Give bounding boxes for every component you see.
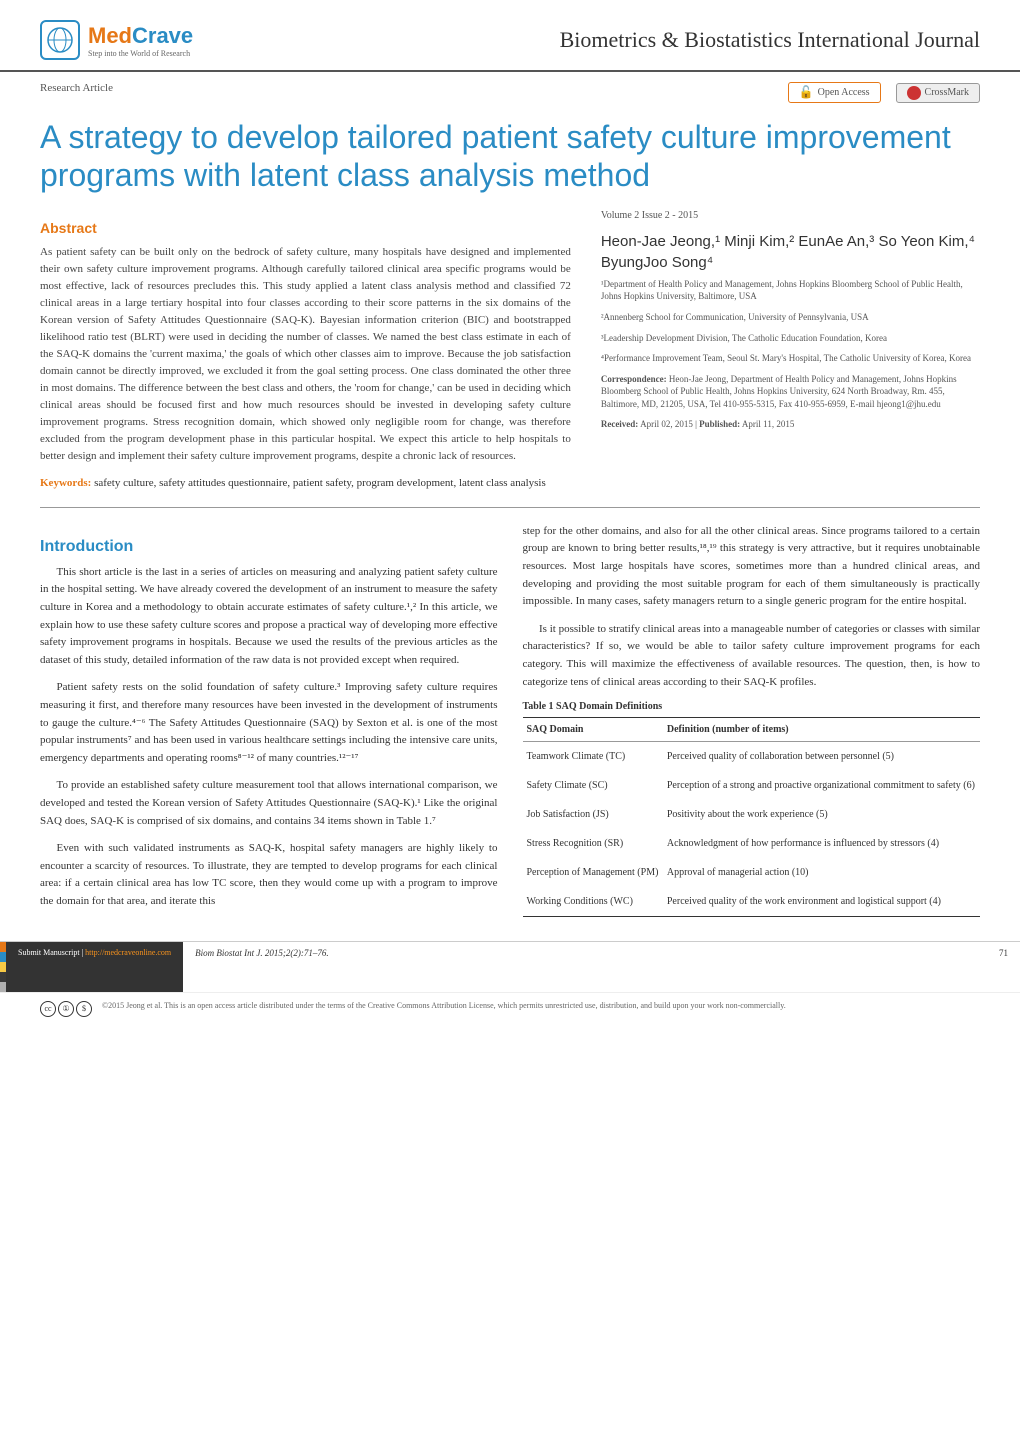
table-row: Working Conditions (WC) Perceived qualit… (523, 887, 981, 917)
citation-text: Biom Biostat Int J. 2015;2(2):71–76. (195, 948, 328, 986)
footer-left-block: Submit Manuscript | http://medcraveonlin… (0, 942, 183, 992)
open-access-label: Open Access (818, 87, 870, 98)
logo-tagline: Step into the World of Research (88, 49, 193, 58)
by-icon: ① (58, 1001, 74, 1017)
footer-top-row: Submit Manuscript | http://medcraveonlin… (0, 941, 1020, 992)
table1-domain-3: Stress Recognition (SR) (523, 829, 663, 858)
nc-icon: $ (76, 1001, 92, 1017)
footer-citation-row: Biom Biostat Int J. 2015;2(2):71–76. 71 (183, 942, 1020, 992)
intro-p5: step for the other domains, and also for… (523, 523, 981, 611)
table-row: Teamwork Climate (TC) Perceived quality … (523, 742, 981, 772)
logo-med: Med (88, 23, 132, 48)
intro-p2: Patient safety rests on the solid founda… (40, 679, 498, 767)
published-date: April 11, 2015 (742, 419, 794, 429)
submit-manuscript-box[interactable]: Submit Manuscript | http://medcraveonlin… (6, 942, 183, 992)
table-row: Job Satisfaction (JS) Positivity about t… (523, 800, 981, 829)
published-label: Published: (699, 419, 740, 429)
received-date: April 02, 2015 (640, 419, 693, 429)
table1: SAQ Domain Definition (number of items) … (523, 717, 981, 917)
table1-def-2: Positivity about the work experience (5) (663, 800, 980, 829)
license-text: ©2015 Jeong et al. This is an open acces… (102, 1001, 786, 1011)
table1-def-1: Perception of a strong and proactive org… (663, 771, 980, 800)
dates-block: Received: April 02, 2015 | Published: Ap… (601, 419, 980, 429)
crossmark-badge[interactable]: CrossMark (896, 83, 980, 103)
open-lock-icon: 🔓 (799, 85, 814, 100)
table1-caption: SAQ Domain Definitions (556, 701, 662, 712)
header-bar: MedCrave Step into the World of Research… (0, 0, 1020, 72)
page-container: MedCrave Step into the World of Research… (0, 0, 1020, 1025)
submit-url: http://medcraveonline.com (85, 948, 171, 957)
logo-crave: Crave (132, 23, 193, 48)
table1-col2-header: Definition (number of items) (663, 718, 980, 742)
affiliation-4: ⁴Performance Improvement Team, Seoul St.… (601, 352, 980, 365)
table1-domain-4: Perception of Management (PM) (523, 858, 663, 887)
table1-domain-5: Working Conditions (WC) (523, 887, 663, 917)
table1-label: Table 1 (523, 701, 554, 712)
volume-issue: Volume 2 Issue 2 - 2015 (601, 210, 980, 221)
correspondence-block: Correspondence: Heon-Jae Jeong, Departme… (601, 373, 980, 411)
table1-header-row: SAQ Domain Definition (number of items) (523, 718, 981, 742)
intro-p4: Even with such validated instruments as … (40, 840, 498, 910)
keywords-line: Keywords: safety culture, safety attitud… (40, 475, 571, 492)
open-access-badge[interactable]: 🔓 Open Access (788, 82, 881, 103)
globe-icon (46, 26, 74, 54)
cc-icon: cc (40, 1001, 56, 1017)
table1-def-4: Approval of managerial action (10) (663, 858, 980, 887)
crossmark-icon (907, 86, 921, 100)
affiliation-2: ²Annenberg School for Communication, Uni… (601, 311, 980, 324)
article-title: A strategy to develop tailored patient s… (0, 108, 1020, 210)
section-divider (40, 507, 980, 508)
table1-col1-header: SAQ Domain (523, 718, 663, 742)
table1-def-3: Acknowledgment of how performance is inf… (663, 829, 980, 858)
footer: Submit Manuscript | http://medcraveonlin… (0, 941, 1020, 1025)
body-col-right: step for the other domains, and also for… (523, 523, 981, 921)
introduction-heading: Introduction (40, 538, 498, 556)
table-row: Safety Climate (SC) Perception of a stro… (523, 771, 981, 800)
abstract-text: As patient safety can be built only on t… (40, 244, 571, 466)
correspondence-label: Correspondence: (601, 374, 667, 384)
intro-p1: This short article is the last in a seri… (40, 564, 498, 670)
intro-p6: Is it possible to stratify clinical area… (523, 621, 981, 691)
body-columns: Introduction This short article is the l… (0, 523, 1020, 921)
abstract-column: Abstract As patient safety can be built … (40, 210, 571, 492)
article-meta-row: Research Article 🔓 Open Access CrossMark (0, 72, 1020, 108)
journal-title: Biometrics & Biostatistics International… (560, 27, 980, 53)
logo-section: MedCrave Step into the World of Research (40, 20, 193, 60)
table1-caption-line: Table 1 SAQ Domain Definitions (523, 701, 981, 712)
page-number: 71 (999, 948, 1008, 986)
crossmark-label: CrossMark (925, 87, 969, 98)
received-label: Received: (601, 419, 638, 429)
keywords-text: safety culture, safety attitudes questio… (94, 477, 546, 489)
table1-domain-1: Safety Climate (SC) (523, 771, 663, 800)
table-row: Perception of Management (PM) Approval o… (523, 858, 981, 887)
author-list: Heon-Jae Jeong,¹ Minji Kim,² EunAe An,³ … (601, 231, 980, 273)
affiliation-3: ³Leadership Development Division, The Ca… (601, 332, 980, 345)
footer-license-row: cc ① $ ©2015 Jeong et al. This is an ope… (0, 992, 1020, 1025)
abstract-sidebar-row: Abstract As patient safety can be built … (0, 210, 1020, 492)
sidebar-column: Volume 2 Issue 2 - 2015 Heon-Jae Jeong,¹… (601, 210, 980, 492)
affiliation-1: ¹Department of Health Policy and Managem… (601, 278, 980, 303)
badges: 🔓 Open Access CrossMark (788, 82, 980, 103)
logo-icon (40, 20, 80, 60)
article-type: Research Article (40, 82, 113, 103)
table1-def-5: Perceived quality of the work environmen… (663, 887, 980, 917)
submit-label: Submit Manuscript (18, 948, 80, 957)
keywords-label: Keywords: (40, 477, 91, 489)
cc-badge: cc ① $ (40, 1001, 92, 1017)
body-col-left: Introduction This short article is the l… (40, 523, 498, 921)
table1-domain-2: Job Satisfaction (JS) (523, 800, 663, 829)
table1-def-0: Perceived quality of collaboration betwe… (663, 742, 980, 772)
table1-domain-0: Teamwork Climate (TC) (523, 742, 663, 772)
abstract-heading: Abstract (40, 220, 571, 236)
table-row: Stress Recognition (SR) Acknowledgment o… (523, 829, 981, 858)
logo-text: MedCrave Step into the World of Research (88, 23, 193, 58)
intro-p3: To provide an established safety culture… (40, 777, 498, 830)
